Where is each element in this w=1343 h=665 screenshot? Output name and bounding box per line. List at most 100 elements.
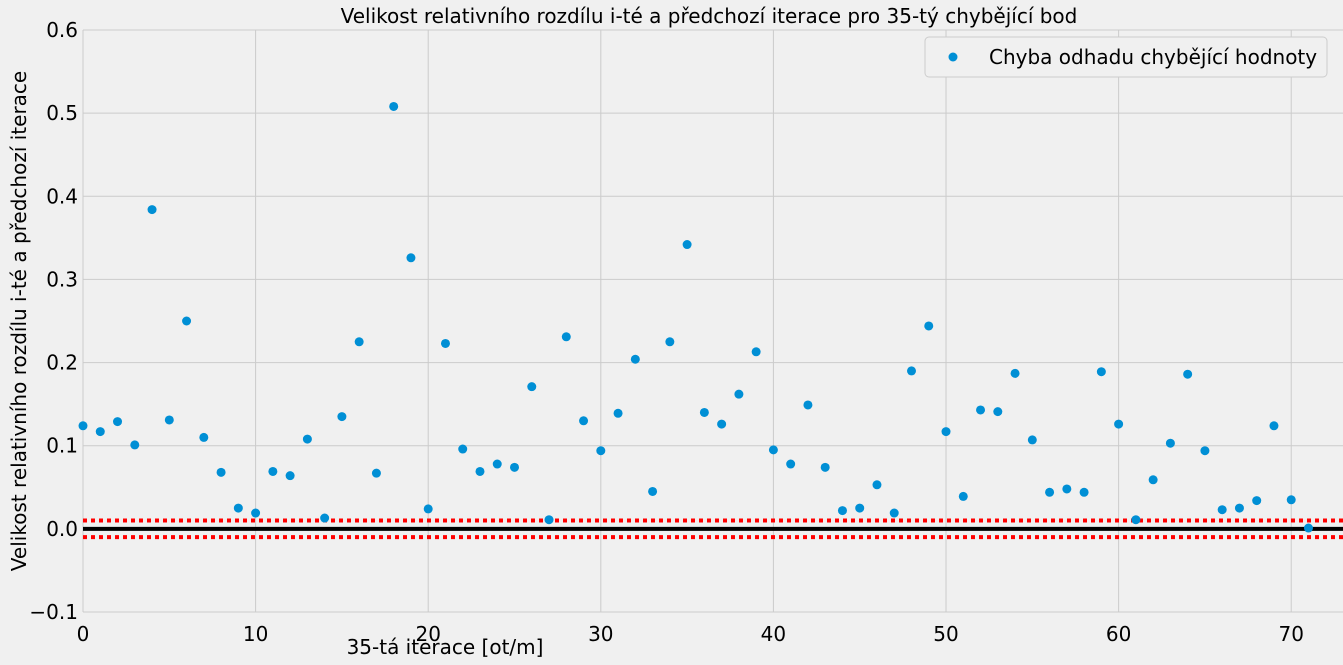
chart-title: Velikost relativního rozdílu i-té a před… bbox=[341, 4, 1078, 28]
y-tick-label: 0.3 bbox=[46, 267, 78, 291]
data-point bbox=[1148, 475, 1158, 485]
x-tick-label: 70 bbox=[1278, 622, 1303, 646]
data-point bbox=[268, 466, 278, 476]
data-point bbox=[786, 459, 796, 469]
data-point bbox=[1062, 484, 1072, 494]
data-point bbox=[233, 503, 243, 513]
data-point bbox=[1217, 505, 1227, 515]
data-point bbox=[734, 389, 744, 399]
data-point bbox=[941, 427, 951, 437]
data-point bbox=[889, 508, 899, 518]
data-point bbox=[1027, 435, 1037, 445]
x-tick-labels: 0 10 20 30 40 50 60 70 bbox=[77, 622, 1304, 646]
data-point bbox=[95, 427, 105, 437]
data-point bbox=[78, 421, 88, 431]
data-points bbox=[78, 101, 1313, 533]
data-point bbox=[216, 467, 226, 477]
y-tick-label: 0.0 bbox=[46, 517, 78, 541]
data-point bbox=[1183, 369, 1193, 379]
data-point bbox=[1131, 515, 1141, 525]
data-point bbox=[768, 445, 778, 455]
x-tick-label: 30 bbox=[588, 622, 613, 646]
y-tick-label: −0.1 bbox=[29, 600, 78, 624]
data-point bbox=[199, 432, 209, 442]
data-point bbox=[976, 405, 986, 415]
data-point bbox=[320, 513, 330, 523]
data-point bbox=[613, 408, 623, 418]
y-tick-label: 0.1 bbox=[46, 434, 78, 458]
x-tick-label: 40 bbox=[761, 622, 786, 646]
y-tick-label: 0.2 bbox=[46, 351, 78, 375]
data-point bbox=[820, 462, 830, 472]
data-point bbox=[648, 486, 658, 496]
data-point bbox=[1286, 495, 1296, 505]
data-point bbox=[182, 316, 192, 326]
data-point bbox=[251, 508, 261, 518]
y-tick-label: 0.5 bbox=[46, 101, 78, 125]
x-tick-label: 50 bbox=[933, 622, 958, 646]
data-point bbox=[302, 434, 312, 444]
data-point bbox=[475, 466, 485, 476]
data-point bbox=[1269, 421, 1279, 431]
x-tick-label: 0 bbox=[77, 622, 90, 646]
data-point bbox=[337, 412, 347, 422]
data-point bbox=[579, 416, 589, 426]
data-point bbox=[630, 354, 640, 364]
data-point bbox=[1252, 496, 1262, 506]
data-point bbox=[406, 253, 416, 263]
legend-marker bbox=[948, 52, 958, 62]
x-axis-label: 35-tá iterace [ot/m] bbox=[347, 635, 544, 659]
data-point bbox=[561, 332, 571, 342]
data-point bbox=[837, 506, 847, 516]
data-point bbox=[544, 515, 554, 525]
legend-label: Chyba odhadu chybějící hodnoty bbox=[989, 45, 1317, 69]
data-point bbox=[389, 101, 399, 111]
data-point bbox=[285, 471, 295, 481]
data-point bbox=[164, 415, 174, 425]
data-point bbox=[1010, 368, 1020, 378]
data-point bbox=[993, 407, 1003, 417]
data-point bbox=[354, 337, 364, 347]
data-point bbox=[440, 338, 450, 348]
data-point bbox=[510, 462, 520, 472]
data-point bbox=[1045, 487, 1055, 497]
data-point bbox=[130, 440, 140, 450]
data-point bbox=[958, 491, 968, 501]
data-point bbox=[906, 366, 916, 376]
data-point bbox=[924, 321, 934, 331]
data-point bbox=[371, 468, 381, 478]
x-tick-label: 20 bbox=[415, 622, 440, 646]
y-axis-label: Velikost relativního rozdílu i-té a před… bbox=[7, 71, 31, 571]
data-point bbox=[682, 240, 692, 250]
data-point bbox=[596, 446, 606, 456]
data-point bbox=[803, 400, 813, 410]
data-point bbox=[1096, 367, 1106, 377]
data-point bbox=[1303, 523, 1313, 533]
data-point bbox=[751, 347, 761, 357]
data-point bbox=[458, 444, 468, 454]
data-point bbox=[1200, 446, 1210, 456]
data-point bbox=[1165, 438, 1175, 448]
y-tick-label: 0.6 bbox=[46, 18, 78, 42]
x-tick-label: 60 bbox=[1106, 622, 1131, 646]
plot-area bbox=[83, 30, 1343, 612]
data-point bbox=[665, 337, 675, 347]
data-point bbox=[1234, 503, 1244, 513]
data-point bbox=[872, 480, 882, 490]
y-tick-labels: −0.1 0.0 0.1 0.2 0.3 0.4 0.5 0.6 bbox=[29, 18, 78, 624]
data-point bbox=[699, 407, 709, 417]
data-point bbox=[855, 503, 865, 513]
y-tick-label: 0.4 bbox=[46, 184, 78, 208]
legend-box bbox=[924, 36, 1328, 78]
data-point bbox=[423, 504, 433, 514]
data-point bbox=[717, 419, 727, 429]
data-point bbox=[492, 459, 502, 469]
data-point bbox=[1114, 419, 1124, 429]
data-point bbox=[527, 382, 537, 392]
legend: Chyba odhadu chybějící hodnoty bbox=[924, 36, 1328, 78]
data-point bbox=[1079, 487, 1089, 497]
data-point bbox=[147, 205, 157, 215]
x-tick-label: 10 bbox=[243, 622, 268, 646]
data-point bbox=[113, 417, 123, 427]
